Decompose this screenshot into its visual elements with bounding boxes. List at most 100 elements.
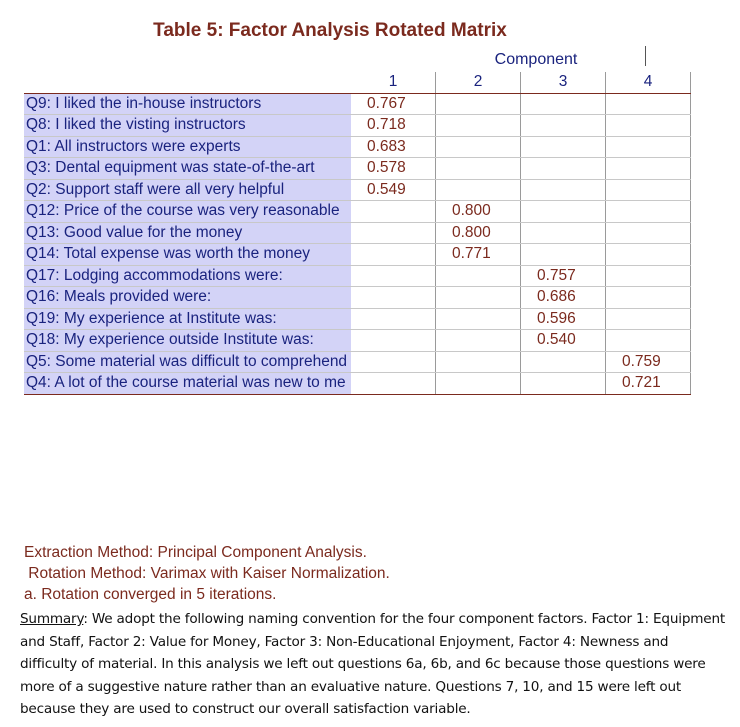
loading-cell-2: [435, 265, 521, 287]
table-row: Q1: All instructors were experts 0.683: [24, 136, 691, 158]
loading-cell-2: [435, 157, 521, 180]
table-notes: Extraction Method: Principal Component A…: [24, 542, 390, 605]
summary-text: : We adopt the following naming conventi…: [20, 611, 725, 717]
loading-cell-1: 0.718: [351, 114, 436, 137]
loading-cell-4: 0.759: [605, 351, 691, 373]
loading-cell-2: 0.800: [435, 222, 521, 244]
row-label: Q3: Dental equipment was state-of-the-ar…: [24, 157, 351, 180]
loading-cell-2: [435, 372, 521, 395]
loading-cell-1: [351, 372, 436, 395]
loading-cell-3: [520, 351, 606, 373]
loading-cell-1: [351, 243, 436, 266]
loading-cell-1: [351, 286, 436, 309]
table-row: Q9: I liked the in-house instructors 0.76…: [24, 93, 691, 115]
loading-cell-4: [605, 265, 691, 287]
loading-cell-2: [435, 286, 521, 309]
column-header-2: 2: [435, 72, 521, 94]
loading-cell-1: [351, 308, 436, 330]
loading-cell-1: [351, 351, 436, 373]
loading-cell-3: 0.757: [520, 265, 606, 287]
extraction-note: Extraction Method: Principal Component A…: [24, 544, 367, 561]
row-label: Q18: My experience outside Institute was…: [24, 329, 351, 352]
loading-cell-2: [435, 93, 521, 115]
table-row: Q3: Dental equipment was state-of-the-ar…: [24, 157, 691, 180]
loading-cell-2: [435, 114, 521, 137]
header-divider: [645, 46, 646, 66]
table-row: Q16: Meals provided were: 0.686: [24, 286, 691, 309]
loading-cell-1: 0.549: [351, 179, 436, 201]
table-row: Q12: Price of the course was very reason…: [24, 200, 691, 223]
rotated-matrix-table: 1 2 3 4 Q9: I liked the in-house instruc…: [24, 72, 691, 395]
loading-cell-2: [435, 179, 521, 201]
loading-cell-3: [520, 136, 606, 158]
column-header-4: 4: [605, 72, 691, 94]
row-label: Q5: Some material was difficult to compr…: [24, 351, 351, 373]
loading-cell-4: [605, 93, 691, 115]
loading-cell-3: 0.596: [520, 308, 606, 330]
loading-cell-4: [605, 222, 691, 244]
row-label: Q16: Meals provided were:: [24, 286, 351, 309]
loading-cell-2: 0.771: [435, 243, 521, 266]
table-row: Q8: I liked the visting instructors 0.718: [24, 114, 691, 137]
loading-cell-3: 0.686: [520, 286, 606, 309]
loading-cell-4: [605, 286, 691, 309]
loading-cell-3: [520, 157, 606, 180]
loading-cell-1: 0.767: [351, 93, 436, 115]
row-label: Q14: Total expense was worth the money: [24, 243, 351, 266]
row-label: Q1: All instructors were experts: [24, 136, 351, 158]
loading-cell-3: [520, 93, 606, 115]
loading-cell-3: [520, 372, 606, 395]
converged-note: a. Rotation converged in 5 iterations.: [24, 586, 277, 603]
loading-cell-2: [435, 351, 521, 373]
loading-cell-1: [351, 222, 436, 244]
loading-cell-4: [605, 179, 691, 201]
row-label: Q13: Good value for the money: [24, 222, 351, 244]
table-row: Q13: Good value for the money 0.800: [24, 222, 691, 244]
loading-cell-1: 0.683: [351, 136, 436, 158]
summary-label: Summary: [20, 611, 84, 627]
loading-cell-3: [520, 243, 606, 266]
table-row: Q2: Support staff were all very helpful 0…: [24, 179, 691, 201]
row-label: Q19: My experience at Institute was:: [24, 308, 351, 330]
row-label: Q2: Support staff were all very helpful: [24, 179, 351, 201]
table-title: Table 5: Factor Analysis Rotated Matrix: [153, 20, 507, 41]
table-row: Q4: A lot of the course material was new…: [24, 372, 691, 395]
table-row: Q14: Total expense was worth the money 0.…: [24, 243, 691, 266]
column-header-row: 1 2 3 4: [24, 72, 691, 94]
loading-cell-4: [605, 243, 691, 266]
loading-cell-2: [435, 136, 521, 158]
loading-cell-3: [520, 200, 606, 223]
loading-cell-4: [605, 157, 691, 180]
row-label: Q4: A lot of the course material was new…: [24, 372, 351, 395]
loading-cell-1: [351, 329, 436, 352]
loading-cell-4: [605, 200, 691, 223]
loading-cell-1: 0.578: [351, 157, 436, 180]
table-row: Q18: My experience outside Institute was…: [24, 329, 691, 352]
row-label-header: [24, 72, 351, 94]
loading-cell-4: [605, 136, 691, 158]
row-label: Q8: I liked the visting instructors: [24, 114, 351, 137]
row-label: Q12: Price of the course was very reason…: [24, 200, 351, 223]
loading-cell-1: [351, 200, 436, 223]
table-row: Q17: Lodging accommodations were: 0.757: [24, 265, 691, 287]
table-row: Q19: My experience at Institute was: 0.59…: [24, 308, 691, 330]
loading-cell-3: 0.540: [520, 329, 606, 352]
loading-cell-1: [351, 265, 436, 287]
column-header-3: 3: [520, 72, 606, 94]
row-label: Q17: Lodging accommodations were:: [24, 265, 351, 287]
loading-cell-3: [520, 114, 606, 137]
loading-cell-4: [605, 308, 691, 330]
row-label: Q9: I liked the in-house instructors: [24, 93, 351, 115]
loading-cell-2: [435, 308, 521, 330]
summary-paragraph: Summary: We adopt the following naming c…: [20, 608, 725, 721]
loading-cell-3: [520, 179, 606, 201]
table-row: Q5: Some material was difficult to compr…: [24, 351, 691, 373]
column-header-1: 1: [351, 72, 436, 94]
loading-cell-4: [605, 329, 691, 352]
rotation-note: Rotation Method: Varimax with Kaiser Nor…: [24, 565, 390, 582]
loading-cell-3: [520, 222, 606, 244]
component-header: Component: [494, 51, 578, 68]
loading-cell-2: [435, 329, 521, 352]
loading-cell-4: 0.721: [605, 372, 691, 395]
loading-cell-4: [605, 114, 691, 137]
